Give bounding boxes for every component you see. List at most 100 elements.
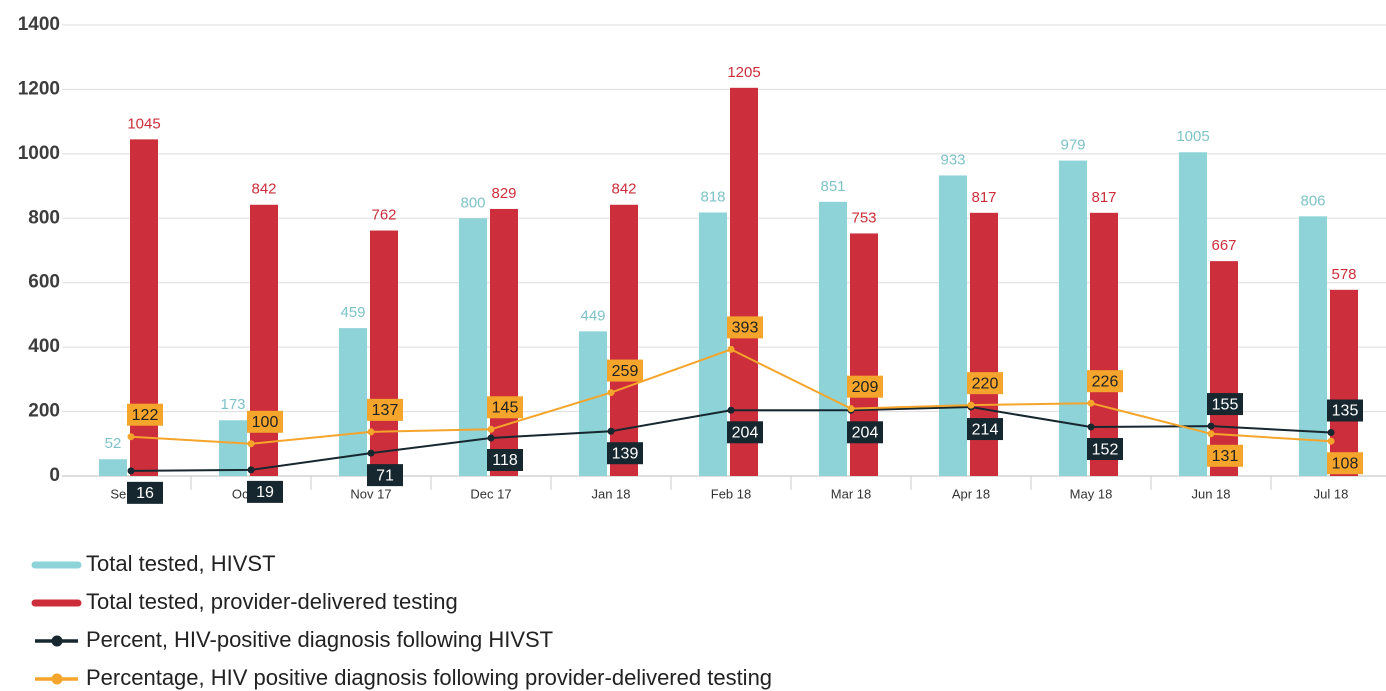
- bar: [610, 204, 638, 476]
- line-point: [247, 466, 255, 474]
- x-tick-label: Dec 17: [470, 486, 511, 501]
- bar-value-label: 817: [1091, 189, 1116, 206]
- x-tick-label: Apr 18: [952, 486, 990, 501]
- bar: [819, 201, 847, 476]
- line-value-label: 209: [852, 379, 879, 396]
- legend-label: Percentage, HIV positive diagnosis follo…: [86, 665, 772, 690]
- y-tick-label: 400: [28, 336, 60, 357]
- line-value-label: 155: [1212, 396, 1239, 413]
- data-label-box: [487, 396, 523, 419]
- legend-marker: [51, 635, 63, 647]
- bar-value-label: 667: [1211, 237, 1236, 254]
- line-value-label: 204: [852, 425, 879, 442]
- data-label-box: [1087, 438, 1123, 461]
- line-value-label: 204: [732, 425, 759, 442]
- line-value-label: 214: [972, 421, 999, 438]
- y-tick-label: 600: [28, 272, 60, 293]
- bar: [1179, 152, 1207, 476]
- bar: [1210, 261, 1238, 476]
- bar-value-label: 578: [1331, 266, 1356, 283]
- line-value-label: 16: [136, 485, 154, 502]
- bar-value-label: 1005: [1176, 128, 1209, 145]
- x-tick-label: May 18: [1070, 486, 1113, 501]
- line-point: [727, 345, 735, 353]
- line-point: [607, 389, 615, 397]
- bar-value-label: 842: [251, 181, 276, 198]
- bar: [490, 208, 518, 476]
- line-point: [1327, 429, 1335, 437]
- data-label-box: [967, 372, 1003, 395]
- bar: [730, 87, 758, 476]
- data-label-box: [1087, 370, 1123, 393]
- y-tick-label: 800: [28, 207, 60, 228]
- line-point: [847, 405, 855, 413]
- data-label-box: [727, 316, 763, 339]
- line-point: [127, 467, 135, 475]
- line-value-label: 71: [376, 467, 394, 484]
- y-tick-label: 0: [49, 465, 60, 486]
- bar: [699, 212, 727, 477]
- bar: [99, 459, 127, 476]
- x-tick-label: Jul 18: [1314, 486, 1349, 501]
- data-label-box: [247, 480, 283, 503]
- bar: [579, 331, 607, 476]
- bar-value-label: 817: [971, 189, 996, 206]
- bar-value-label: 762: [371, 206, 396, 223]
- bar-value-label: 806: [1300, 192, 1325, 209]
- bar: [250, 204, 278, 476]
- line-point: [1207, 430, 1215, 438]
- line-value-label: 145: [492, 400, 519, 417]
- bar-value-label: 933: [940, 151, 965, 168]
- line-point: [487, 425, 495, 433]
- data-label-box: [1207, 444, 1243, 467]
- bar-value-label: 842: [611, 181, 636, 198]
- line-value-label: 220: [972, 375, 999, 392]
- data-label-box: [1207, 393, 1243, 416]
- x-tick-label: Jun 18: [1191, 486, 1230, 501]
- x-tick-label: Jan 18: [591, 486, 630, 501]
- line-value-label: 19: [256, 484, 274, 501]
- line-point: [487, 434, 495, 442]
- bar-value-label: 818: [700, 188, 725, 205]
- x-tick-label: Nov 17: [350, 486, 391, 501]
- data-label-box: [607, 442, 643, 465]
- bar-value-label: 829: [491, 185, 516, 202]
- bar: [219, 420, 247, 476]
- line-point: [367, 449, 375, 457]
- bar: [339, 328, 367, 476]
- legend-label: Total tested, provider-delivered testing: [86, 589, 458, 614]
- line-value-label: 100: [252, 414, 279, 431]
- data-label-box: [127, 481, 163, 504]
- bar-value-label: 851: [820, 178, 845, 195]
- line-value-label: 139: [612, 445, 639, 462]
- line-point: [1087, 423, 1095, 431]
- line-value-label: 135: [1332, 403, 1359, 420]
- legend-label: Percent, HIV-positive diagnosis followin…: [86, 627, 553, 652]
- line-value-label: 137: [372, 402, 399, 419]
- line-value-label: 122: [132, 407, 159, 424]
- legend-label: Total tested, HIVST: [86, 551, 276, 576]
- bar-value-label: 459: [340, 304, 365, 321]
- line-point: [127, 433, 135, 441]
- data-label-box: [367, 398, 403, 421]
- bar-value-label: 173: [220, 396, 245, 413]
- bar: [1330, 289, 1358, 476]
- line-point: [727, 406, 735, 414]
- x-tick-label: Feb 18: [711, 486, 751, 501]
- data-label-box: [1327, 452, 1363, 475]
- y-tick-label: 1000: [18, 143, 60, 164]
- data-label-box: [1327, 399, 1363, 422]
- bar: [1059, 160, 1087, 477]
- bar-value-label: 1045: [127, 115, 160, 132]
- line-point: [967, 401, 975, 409]
- line-point: [607, 427, 615, 435]
- y-tick-label: 1200: [18, 78, 60, 99]
- data-label-box: [367, 464, 403, 487]
- bar-value-label: 1205: [727, 64, 760, 81]
- data-label-box: [727, 421, 763, 444]
- line-value-label: 259: [612, 363, 639, 380]
- bar: [1090, 212, 1118, 477]
- data-label-box: [487, 448, 523, 471]
- line-point: [247, 440, 255, 448]
